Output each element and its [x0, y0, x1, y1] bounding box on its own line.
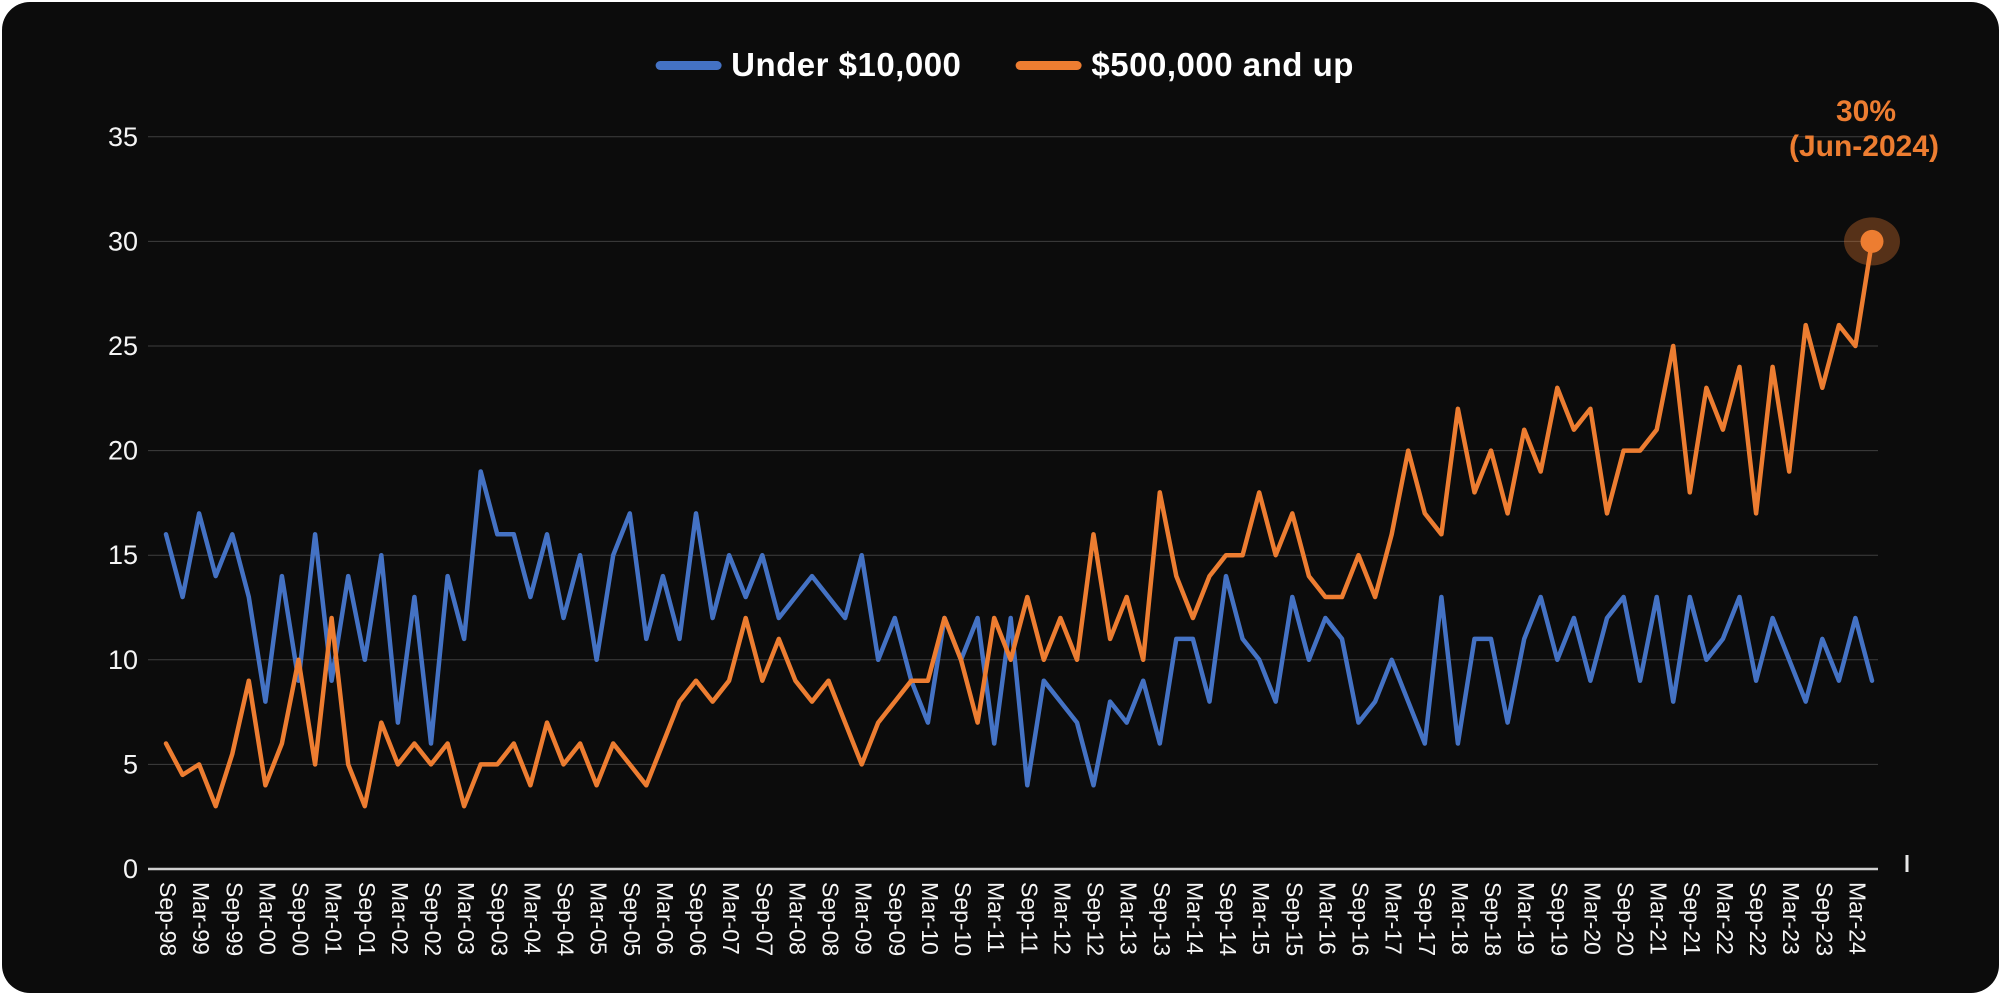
- svg-text:Sep-01: Sep-01: [354, 882, 380, 956]
- svg-text:Mar-05: Mar-05: [586, 882, 612, 955]
- annotation-value: 30%: [1836, 95, 1896, 128]
- svg-text:Sep-10: Sep-10: [950, 882, 976, 956]
- legend-swatch-orange: [1015, 60, 1082, 70]
- svg-text:Sep-98: Sep-98: [155, 882, 181, 956]
- svg-text:Sep-06: Sep-06: [685, 882, 711, 956]
- svg-text:Mar-16: Mar-16: [1314, 882, 1340, 955]
- svg-text:Mar-24: Mar-24: [1844, 882, 1870, 955]
- svg-text:Mar-10: Mar-10: [917, 882, 943, 955]
- svg-text:10: 10: [108, 645, 138, 675]
- svg-text:Mar-11: Mar-11: [983, 882, 1009, 953]
- svg-text:Mar-14: Mar-14: [1182, 882, 1208, 955]
- legend: Under $10,000 $500,000 and up: [655, 46, 1354, 84]
- svg-text:Mar-00: Mar-00: [254, 882, 280, 955]
- svg-text:20: 20: [108, 436, 138, 466]
- gridlines: [148, 136, 1878, 871]
- legend-swatch-blue: [655, 60, 722, 70]
- svg-text:Mar-23: Mar-23: [1778, 882, 1804, 955]
- svg-text:Sep-20: Sep-20: [1613, 882, 1639, 956]
- svg-text:Mar-19: Mar-19: [1513, 882, 1539, 955]
- svg-text:35: 35: [108, 122, 138, 152]
- svg-text:Mar-01: Mar-01: [321, 882, 347, 955]
- y-axis-labels: 0 5 10 15 20 25 30 35: [108, 122, 138, 884]
- svg-text:Sep-15: Sep-15: [1281, 882, 1307, 956]
- svg-text:Mar-13: Mar-13: [1116, 882, 1142, 955]
- svg-text:Sep-13: Sep-13: [1149, 882, 1175, 956]
- svg-text:Sep-19: Sep-19: [1546, 882, 1572, 956]
- endpoint-marker: [1844, 217, 1900, 266]
- svg-text:Mar-08: Mar-08: [784, 882, 810, 955]
- svg-text:Mar-09: Mar-09: [851, 882, 877, 955]
- svg-text:Mar-04: Mar-04: [519, 882, 545, 955]
- svg-text:Mar-20: Mar-20: [1579, 882, 1605, 955]
- svg-text:Sep-22: Sep-22: [1745, 882, 1771, 956]
- svg-text:Mar-15: Mar-15: [1248, 882, 1274, 955]
- legend-label-under-10000: Under $10,000: [731, 46, 962, 83]
- svg-text:Sep-21: Sep-21: [1679, 882, 1705, 956]
- series-line: [163, 239, 1875, 809]
- svg-text:Mar-02: Mar-02: [387, 882, 413, 955]
- svg-text:Sep-09: Sep-09: [884, 882, 910, 956]
- legend-label-500000-and-up: $500,000 and up: [1091, 46, 1354, 83]
- annotation-date: (Jun-2024): [1789, 130, 1939, 163]
- svg-text:Sep-07: Sep-07: [751, 882, 777, 956]
- svg-text:Sep-99: Sep-99: [221, 882, 247, 956]
- svg-text:Mar-22: Mar-22: [1712, 882, 1738, 955]
- svg-text:Sep-12: Sep-12: [1083, 882, 1109, 956]
- svg-text:Mar-12: Mar-12: [1049, 882, 1075, 955]
- series-line: [163, 469, 1875, 788]
- svg-text:5: 5: [123, 749, 138, 779]
- legend-item-under-10000: Under $10,000: [655, 46, 961, 84]
- svg-text:Sep-18: Sep-18: [1480, 882, 1506, 956]
- svg-text:Sep-08: Sep-08: [818, 882, 844, 956]
- x-axis-labels: Sep-98 Mar-99 Sep-99 Mar-00 Sep-00 Mar-01 Sep-…: [155, 882, 1870, 956]
- svg-text:25: 25: [108, 331, 138, 361]
- series-lines: [163, 239, 1875, 809]
- svg-text:Sep-03: Sep-03: [486, 882, 512, 956]
- svg-text:Mar-03: Mar-03: [453, 882, 479, 955]
- svg-text:Sep-23: Sep-23: [1811, 882, 1837, 956]
- svg-text:Sep-02: Sep-02: [420, 882, 446, 956]
- svg-text:Mar-06: Mar-06: [652, 882, 678, 955]
- endpoint-dot: [1860, 229, 1884, 253]
- svg-text:Mar-21: Mar-21: [1646, 882, 1672, 955]
- svg-text:0: 0: [123, 854, 138, 884]
- svg-text:Sep-00: Sep-00: [288, 882, 314, 956]
- svg-text:Sep-14: Sep-14: [1215, 882, 1241, 956]
- svg-text:Sep-16: Sep-16: [1348, 882, 1374, 956]
- svg-text:Mar-99: Mar-99: [188, 882, 214, 955]
- svg-text:Sep-17: Sep-17: [1414, 882, 1440, 956]
- svg-text:15: 15: [108, 540, 138, 570]
- legend-item-500000-and-up: $500,000 and up: [1015, 46, 1353, 84]
- svg-text:Mar-18: Mar-18: [1447, 882, 1473, 955]
- svg-text:Mar-17: Mar-17: [1381, 882, 1407, 955]
- svg-text:Mar-07: Mar-07: [718, 882, 744, 955]
- svg-text:Sep-11: Sep-11: [1016, 882, 1042, 954]
- svg-text:Sep-05: Sep-05: [619, 882, 645, 956]
- svg-text:30: 30: [108, 226, 138, 256]
- svg-text:Sep-04: Sep-04: [553, 882, 579, 956]
